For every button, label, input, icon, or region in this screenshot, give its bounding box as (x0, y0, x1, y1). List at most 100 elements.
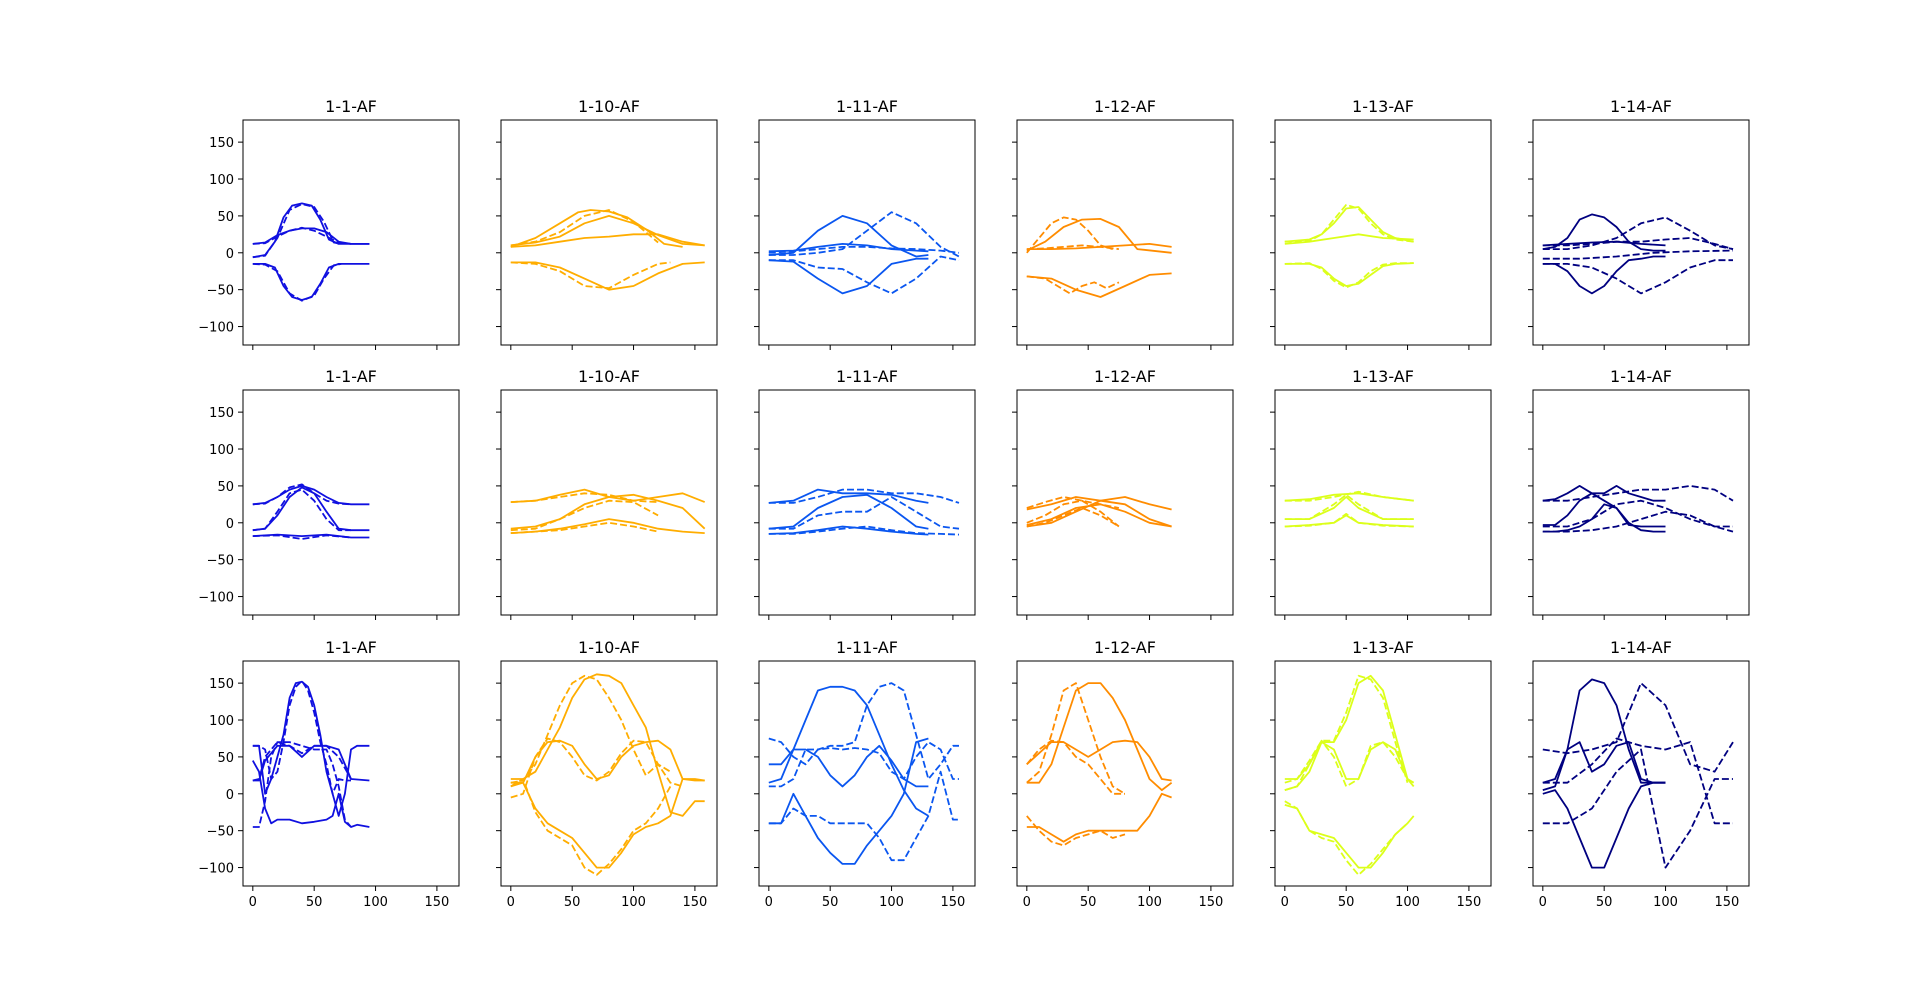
subplot-0-2: 1-11-AF (754, 97, 976, 350)
series-line-0 (768, 744, 929, 788)
series-line-1 (1542, 682, 1734, 773)
x-tick-label: 0 (1023, 895, 1031, 910)
x-tick-label: 50 (306, 895, 323, 910)
series-line-0 (1542, 484, 1666, 502)
x-tick-label: 150 (424, 895, 449, 910)
series-line-4 (510, 499, 659, 532)
subplot-title: 1-11-AF (836, 367, 898, 386)
series-line-0 (510, 739, 705, 784)
subplot-title: 1-13-AF (1352, 97, 1414, 116)
axes-frame (1532, 119, 1750, 346)
x-tick-label: 150 (1714, 895, 1739, 910)
series-line-3 (1026, 496, 1120, 509)
subplot-1-2: 1-11-AF (754, 367, 976, 620)
x-tick-label: 150 (1456, 895, 1481, 910)
series-line-5 (1026, 244, 1120, 250)
series-line-1 (1542, 216, 1734, 251)
x-tick-label: 50 (1080, 895, 1097, 910)
series-line-1 (1284, 490, 1414, 502)
y-tick-label: 150 (209, 406, 234, 421)
x-tick-label: 0 (507, 895, 515, 910)
series-line-4 (768, 737, 929, 865)
series-line-2 (510, 261, 705, 291)
series-line-1 (1284, 203, 1414, 243)
series-line-3 (768, 496, 960, 530)
series-line-1 (510, 493, 706, 530)
series-line-5 (768, 245, 960, 254)
series-group (1026, 216, 1172, 298)
series-line-3 (1284, 262, 1414, 289)
series-line-1 (768, 488, 960, 504)
y-tick-label: −50 (207, 284, 234, 299)
series-line-4 (510, 778, 705, 869)
subplot-grid: 1-1-AF −100 −50 0 50 100 150 1-10-AF 1-11-AF 1-12… (198, 97, 1750, 910)
axes-frame (1016, 119, 1234, 346)
series-line-4 (1284, 741, 1415, 791)
x-tick-label: 50 (1338, 895, 1355, 910)
series-line-5 (1026, 499, 1120, 528)
y-tick-label: 0 (226, 788, 234, 803)
series-line-1 (1026, 815, 1126, 847)
series-line-1 (252, 483, 352, 506)
series-line-5 (510, 778, 672, 876)
subplot-title: 1-10-AF (578, 97, 640, 116)
axes-frame (500, 660, 718, 887)
series-line-5 (1284, 513, 1414, 528)
series-line-4 (768, 242, 929, 253)
x-tick-label: 0 (1281, 895, 1289, 910)
series-group (768, 682, 959, 865)
axes-frame (758, 119, 976, 346)
series-group (1026, 682, 1173, 847)
subplot-0-0: 1-1-AF −100 −50 0 50 100 150 (198, 97, 460, 350)
series-line-5 (1542, 510, 1734, 533)
axes-frame (500, 389, 718, 616)
series-group (510, 488, 706, 534)
series-group (1026, 496, 1172, 528)
series-line-5 (1026, 739, 1125, 795)
subplot-1-0: 1-1-AF −100 −50 0 50 100 150 (198, 367, 460, 620)
series-line-2 (768, 685, 929, 817)
axes-frame (242, 119, 460, 346)
series-line-2 (1542, 492, 1666, 528)
series-line-2 (768, 493, 929, 530)
series-line-0 (1542, 213, 1666, 252)
subplot-1-1: 1-10-AF (496, 367, 718, 620)
x-tick-label: 50 (1596, 895, 1613, 910)
series-line-0 (1284, 674, 1415, 784)
subplot-title: 1-13-AF (1352, 367, 1414, 386)
series-line-1 (1284, 674, 1409, 784)
series-line-3 (1284, 800, 1409, 876)
subplot-0-3: 1-12-AF (1012, 97, 1234, 350)
series-line-1 (510, 209, 659, 247)
series-line-2 (1026, 682, 1173, 791)
y-tick-label: 150 (209, 136, 234, 151)
series-line-2 (510, 518, 705, 534)
x-tick-label: 0 (1539, 895, 1547, 910)
x-tick-label: 0 (249, 895, 257, 910)
series-line-3 (1026, 682, 1126, 795)
y-tick-label: −50 (207, 825, 234, 840)
series-line-3 (768, 682, 959, 788)
series-line-2 (1542, 781, 1666, 869)
series-line-3 (1542, 499, 1733, 528)
series-line-4 (1026, 507, 1120, 528)
series-line-0 (1026, 272, 1172, 298)
x-tick-label: 50 (822, 895, 839, 910)
series-group (252, 483, 370, 540)
x-tick-label: 50 (564, 895, 581, 910)
axes-frame (1274, 660, 1492, 887)
series-group (768, 211, 960, 295)
subplot-title: 1-12-AF (1094, 367, 1156, 386)
y-tick-label: 100 (209, 173, 234, 188)
subplot-title: 1-1-AF (325, 367, 377, 386)
subplot-0-5: 1-14-AF (1528, 97, 1750, 350)
series-line-0 (510, 214, 705, 247)
subplot-2-2: 1-11-AF 0 50 100 150 (754, 638, 976, 910)
series-group (1284, 490, 1414, 528)
series-line-3 (252, 203, 342, 259)
series-line-5 (510, 521, 659, 534)
series-line-1 (1026, 275, 1120, 295)
series-line-3 (510, 492, 659, 503)
subplot-2-0: 1-1-AF 0 50 100 150 −100 −50 0 50 100 150 (198, 638, 460, 910)
subplot-title: 1-12-AF (1094, 97, 1156, 116)
